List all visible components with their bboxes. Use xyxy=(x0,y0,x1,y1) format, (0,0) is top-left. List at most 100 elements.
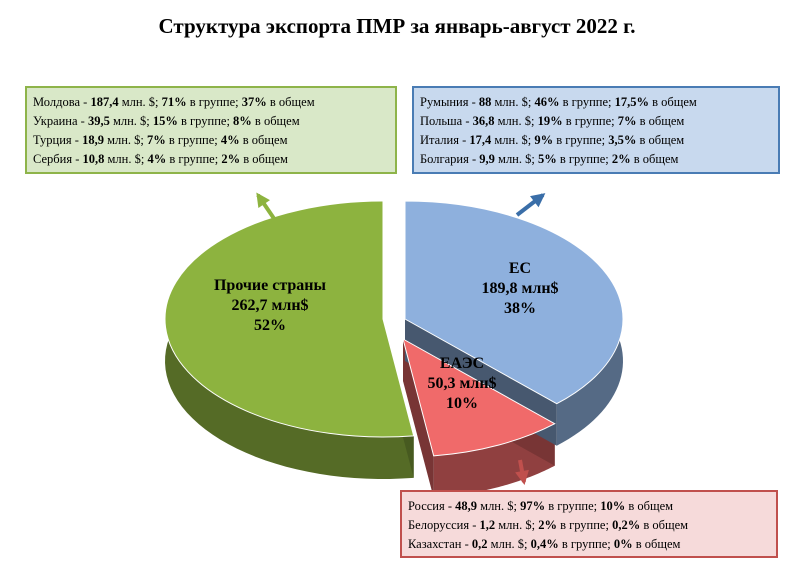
country-name: Сербия - xyxy=(33,152,83,166)
total-percent: 2% xyxy=(221,152,241,166)
unit-label: млн. $; xyxy=(494,152,538,166)
in-total-label: в общем xyxy=(625,499,674,513)
group-percent: 0,4% xyxy=(530,537,559,551)
export-amount: 1,2 xyxy=(479,518,496,532)
group-percent: 2% xyxy=(538,518,557,532)
in-group-label: в группе; xyxy=(556,152,612,166)
total-percent: 2% xyxy=(611,152,631,166)
pie-slice-wall xyxy=(403,339,434,498)
country-name: Турция - xyxy=(33,133,83,147)
pie-slice-2 xyxy=(402,337,556,457)
in-group-label: в группе; xyxy=(553,133,609,147)
in-total-label: в общем xyxy=(632,537,681,551)
in-total-label: в общем xyxy=(630,152,679,166)
unit-label: млн. $; xyxy=(491,133,535,147)
unit-label: млн. $; xyxy=(487,537,531,551)
in-total-label: в общем xyxy=(239,133,288,147)
export-amount: 36,8 xyxy=(472,114,495,128)
slice-percent: 52% xyxy=(254,317,286,334)
in-total-label: в общем xyxy=(266,95,315,109)
chart-title: Структура экспорта ПМР за январь-август … xyxy=(158,14,636,38)
slice-percent: 38% xyxy=(504,300,536,317)
in-group-label: в группе; xyxy=(562,114,618,128)
country-name: Белоруссия - xyxy=(408,518,480,532)
unit-label: млн. $; xyxy=(491,95,535,109)
group-percent: 9% xyxy=(534,133,554,147)
export-amount: 48,9 xyxy=(455,499,478,513)
total-percent: 10% xyxy=(600,499,626,513)
unit-label: млн. $; xyxy=(103,133,147,147)
slice-value: 189,8 млн$ xyxy=(481,280,558,297)
total-percent: 4% xyxy=(220,133,240,147)
group-percent: 19% xyxy=(537,114,563,128)
slice-name: Прочие страны xyxy=(214,277,327,294)
pie-slice-1 xyxy=(404,200,624,405)
slice-name: ЕАЭС xyxy=(440,355,484,372)
group-percent: 71% xyxy=(161,95,187,109)
group-percent: 7% xyxy=(147,133,166,147)
country-name: Италия - xyxy=(420,133,470,147)
eaeu-countries-box: Россия - 48,9 млн. $; 97% в группе; 10% … xyxy=(400,490,778,558)
unit-label: млн. $; xyxy=(494,114,538,128)
slice-label-layer: Прочие страны 262,7 млн$ 52% ЕС 189,8 млн$ 38… xyxy=(214,260,559,412)
country-name: Румыния - xyxy=(420,95,479,109)
slice-name: ЕС xyxy=(509,260,531,277)
pie-layer xyxy=(164,200,624,498)
in-group-label: в группе; xyxy=(559,95,615,109)
unit-label: млн. $; xyxy=(118,95,162,109)
group-percent: 5% xyxy=(537,152,557,166)
unit-label: млн. $; xyxy=(104,152,148,166)
in-total-label: в общем xyxy=(240,152,288,166)
country-row-other-1: Украина - 39,5 млн. $; 15% в группе; 8% … xyxy=(33,112,389,131)
country-row-eaeu-0: Россия - 48,9 млн. $; 97% в группе; 10% … xyxy=(408,497,770,516)
in-group-label: в группе; xyxy=(545,499,601,513)
in-total-label: в общем xyxy=(640,518,689,532)
country-name: Украина - xyxy=(33,114,88,128)
export-amount: 9,9 xyxy=(479,152,495,166)
country-row-eu-3: Болгария - 9,9 млн. $; 5% в группе; 2% в… xyxy=(420,150,772,169)
other-countries-box: Молдова - 187,4 млн. $; 71% в группе; 37… xyxy=(25,86,397,174)
export-amount: 187,4 xyxy=(90,95,119,109)
eu-countries-box: Румыния - 88 млн. $; 46% в группе; 17,5%… xyxy=(412,86,780,174)
group-percent: 46% xyxy=(534,95,560,109)
unit-label: млн. $; xyxy=(477,499,521,513)
country-row-other-0: Молдова - 187,4 млн. $; 71% в группе; 37… xyxy=(33,93,389,112)
in-total-label: в общем xyxy=(251,114,300,128)
total-percent: 17,5% xyxy=(614,95,649,109)
country-row-other-3: Сербия - 10,8 млн. $; 4% в группе; 2% в … xyxy=(33,150,389,169)
total-percent: 3,5% xyxy=(608,133,637,147)
country-name: Молдова - xyxy=(33,95,91,109)
in-group-label: в группе; xyxy=(166,152,222,166)
in-group-label: в группе; xyxy=(177,114,234,128)
export-amount: 0,2 xyxy=(471,537,488,551)
in-total-label: в общем xyxy=(636,114,685,128)
export-amount: 88 xyxy=(478,95,492,109)
total-percent: 8% xyxy=(233,114,252,128)
group-percent: 4% xyxy=(147,152,167,166)
unit-label: млн. $; xyxy=(495,518,539,532)
in-total-label: в общем xyxy=(636,133,685,147)
country-row-eaeu-2: Казахстан - 0,2 млн. $; 0,4% в группе; 0… xyxy=(408,535,770,554)
country-name: Казахстан - xyxy=(408,537,472,551)
slice-value: 50,3 млн$ xyxy=(427,375,496,392)
country-row-eu-0: Румыния - 88 млн. $; 46% в группе; 17,5%… xyxy=(420,93,772,112)
arrow-up-left-icon-head xyxy=(256,192,270,209)
country-name: Болгария - xyxy=(420,152,480,166)
slice-percent: 10% xyxy=(446,395,478,412)
arrow-layer xyxy=(256,192,546,485)
export-amount: 18,9 xyxy=(82,133,104,147)
export-amount: 10,8 xyxy=(82,152,105,166)
in-total-label: в общем xyxy=(648,95,697,109)
in-group-label: в группе; xyxy=(556,518,613,532)
group-percent: 97% xyxy=(520,499,546,513)
country-row-other-2: Турция - 18,9 млн. $; 7% в группе; 4% в … xyxy=(33,131,389,150)
total-percent: 0,2% xyxy=(612,518,641,532)
total-percent: 37% xyxy=(241,95,267,109)
export-amount: 39,5 xyxy=(87,114,110,128)
total-percent: 7% xyxy=(617,114,637,128)
group-percent: 15% xyxy=(152,114,178,128)
country-name: Россия - xyxy=(408,499,456,513)
unit-label: млн. $; xyxy=(109,114,153,128)
